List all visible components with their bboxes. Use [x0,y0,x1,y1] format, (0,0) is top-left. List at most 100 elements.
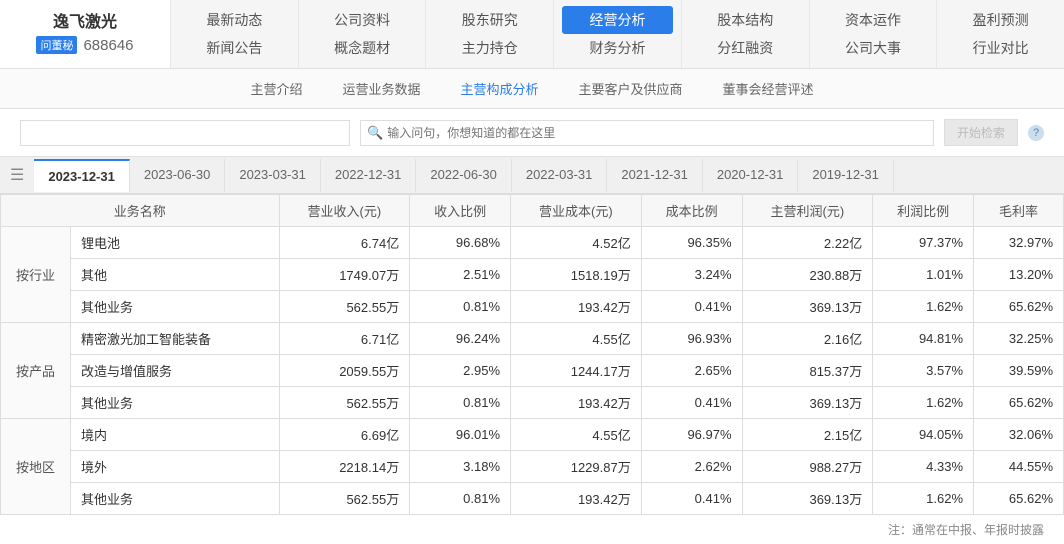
cell: 其他 [71,259,280,291]
cell: 0.81% [410,483,511,515]
cell: 1749.07万 [279,259,410,291]
cell: 3.24% [641,259,742,291]
table-row: 改造与增值服务2059.55万2.95%1244.17万2.65%815.37万… [1,355,1064,387]
sub-nav: 主营介绍 运营业务数据 主营构成分析 主要客户及供应商 董事会经营评述 [0,69,1064,109]
cell: 1229.87万 [511,451,642,483]
sub-nav-item-2[interactable]: 主营构成分析 [460,79,538,98]
company-name: 逸飞激光 [10,8,160,32]
cell: 562.55万 [279,291,410,323]
cell: 4.52亿 [511,227,642,259]
top-nav: 逸飞激光 问董秘 688646 最新动态新闻公告公司资料概念题材股东研究主力持仓… [0,0,1064,69]
cell: 0.41% [641,387,742,419]
cell: 562.55万 [279,387,410,419]
sub-nav-item-0[interactable]: 主营介绍 [250,79,302,98]
cell: 0.41% [641,483,742,515]
cell: 2.22亿 [742,227,873,259]
th-2: 收入比例 [410,195,511,227]
cell: 0.81% [410,291,511,323]
business-table: 业务名称营业收入(元)收入比例营业成本(元)成本比例主营利润(元)利润比例毛利率… [0,194,1064,515]
cell: 65.62% [974,483,1064,515]
cell: 改造与增值服务 [71,355,280,387]
nav-item-4b[interactable]: 分红融资 [682,34,809,62]
category-cell: 按行业 [1,227,71,323]
date-tab-7[interactable]: 2020-12-31 [703,159,799,192]
search-button[interactable]: 开始检索 [944,119,1018,146]
cell: 2.95% [410,355,511,387]
date-tab-8[interactable]: 2019-12-31 [798,159,894,192]
sub-nav-item-4[interactable]: 董事会经营评述 [723,79,814,98]
cell: 32.25% [974,323,1064,355]
date-tab-2[interactable]: 2023-03-31 [225,159,321,192]
cell: 369.13万 [742,483,873,515]
cell: 4.55亿 [511,323,642,355]
cell: 2.16亿 [742,323,873,355]
cell: 13.20% [974,259,1064,291]
cell: 44.55% [974,451,1064,483]
cell: 369.13万 [742,387,873,419]
table-row: 按地区境内6.69亿96.01%4.55亿96.97%2.15亿94.05%32… [1,419,1064,451]
search-input[interactable] [387,126,927,140]
nav-item-1b[interactable]: 概念题材 [299,34,426,62]
cell: 境外 [71,451,280,483]
cell: 230.88万 [742,259,873,291]
search-input-wrap: 🔍 [360,120,934,146]
cell: 0.81% [410,387,511,419]
company-info: 逸飞激光 问董秘 688646 [0,0,170,68]
table-row: 境外2218.14万3.18%1229.87万2.62%988.27万4.33%… [1,451,1064,483]
cell: 815.37万 [742,355,873,387]
nav-item-6a[interactable]: 盈利预测 [937,6,1064,34]
cell: 境内 [71,419,280,451]
cell: 3.18% [410,451,511,483]
th-3: 营业成本(元) [511,195,642,227]
cell: 锂电池 [71,227,280,259]
cell: 4.33% [873,451,974,483]
nav-item-3a[interactable]: 经营分析 [562,6,673,34]
cell: 562.55万 [279,483,410,515]
nav-item-3b[interactable]: 财务分析 [554,34,681,62]
cell: 1.62% [873,387,974,419]
date-tab-1[interactable]: 2023-06-30 [130,159,226,192]
table-row: 其他业务562.55万0.81%193.42万0.41%369.13万1.62%… [1,291,1064,323]
nav-item-4a[interactable]: 股本结构 [682,6,809,34]
help-icon[interactable]: ? [1028,125,1044,141]
date-tab-0[interactable]: 2023-12-31 [34,159,130,192]
cell: 1.62% [873,483,974,515]
nav-item-1a[interactable]: 公司资料 [299,6,426,34]
cell: 94.05% [873,419,974,451]
nav-item-2a[interactable]: 股东研究 [426,6,553,34]
cell: 96.24% [410,323,511,355]
date-tab-6[interactable]: 2021-12-31 [607,159,703,192]
nav-item-0b[interactable]: 新闻公告 [171,34,298,62]
table-row: 按产品精密激光加工智能装备6.71亿96.24%4.55亿96.93%2.16亿… [1,323,1064,355]
nav-item-5b[interactable]: 公司大事 [810,34,937,62]
th-1: 营业收入(元) [279,195,410,227]
nav-item-0a[interactable]: 最新动态 [171,6,298,34]
cell: 96.01% [410,419,511,451]
cell: 193.42万 [511,483,642,515]
cell: 其他业务 [71,291,280,323]
nav-item-5a[interactable]: 资本运作 [810,6,937,34]
category-cell: 按地区 [1,419,71,515]
sub-nav-item-3[interactable]: 主要客户及供应商 [579,79,683,98]
sub-nav-item-1[interactable]: 运营业务数据 [342,79,420,98]
badge-wendongmi[interactable]: 问董秘 [36,36,77,54]
cell: 39.59% [974,355,1064,387]
cell: 2.51% [410,259,511,291]
date-tab-5[interactable]: 2022-03-31 [512,159,608,192]
search-left-box[interactable] [20,120,350,146]
cell: 6.71亿 [279,323,410,355]
menu-icon[interactable]: ☰ [0,157,34,193]
cell: 2059.55万 [279,355,410,387]
cell: 193.42万 [511,387,642,419]
th-5: 主营利润(元) [742,195,873,227]
date-tab-4[interactable]: 2022-06-30 [416,159,512,192]
nav-item-6b[interactable]: 行业对比 [937,34,1064,62]
cell: 0.41% [641,291,742,323]
nav-item-2b[interactable]: 主力持仓 [426,34,553,62]
table-row: 其他业务562.55万0.81%193.42万0.41%369.13万1.62%… [1,387,1064,419]
footer-note: 注：通常在中报、年报时披露 [0,515,1064,544]
table-row: 其他1749.07万2.51%1518.19万3.24%230.88万1.01%… [1,259,1064,291]
date-tab-3[interactable]: 2022-12-31 [321,159,417,192]
stock-code: 688646 [83,37,133,54]
cell: 65.62% [974,387,1064,419]
